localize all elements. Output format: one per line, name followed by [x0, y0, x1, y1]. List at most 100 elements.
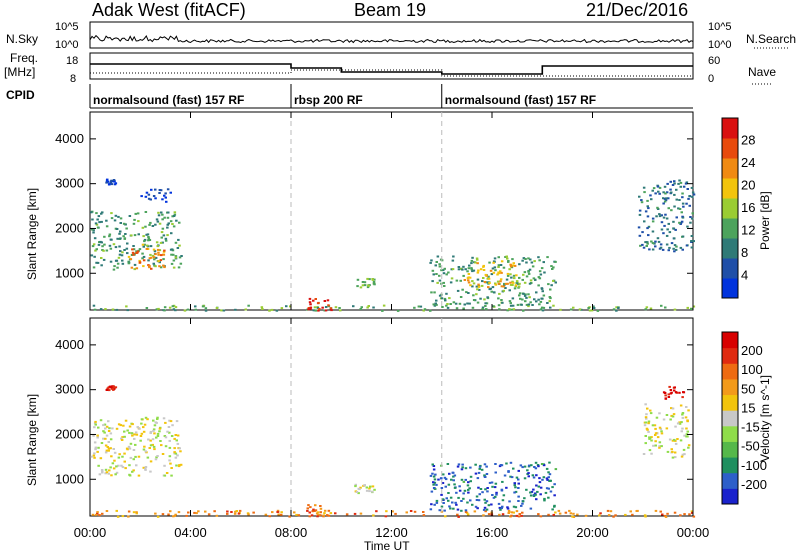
- heatmap-cell: [105, 181, 108, 184]
- heatmap-cell: [458, 302, 462, 305]
- heatmap-cell: [447, 492, 450, 494]
- heatmap-cell: [177, 266, 181, 269]
- heatmap-cell: [458, 489, 462, 492]
- heatmap-cell: [653, 424, 657, 427]
- heatmap-cell: [523, 294, 527, 297]
- heatmap-cell: [311, 510, 314, 513]
- heatmap-cell: [422, 514, 426, 517]
- heatmap-cell: [681, 453, 685, 456]
- heatmap-cell: [107, 447, 111, 450]
- heatmap-cell: [178, 244, 181, 247]
- heatmap-cell: [164, 196, 167, 199]
- heatmap-cell: [193, 511, 196, 514]
- heatmap-cell: [678, 208, 682, 210]
- heatmap-cell: [494, 482, 498, 485]
- heatmap-cell: [528, 282, 532, 285]
- heatmap-cell: [100, 442, 104, 444]
- heatmap-cell: [431, 280, 434, 283]
- heatmap-cell: [142, 259, 146, 262]
- heatmap-cell: [141, 243, 145, 246]
- heatmap-cell: [690, 240, 693, 242]
- heatmap-cell: [100, 241, 103, 244]
- heatmap-cell: [444, 515, 447, 518]
- cpid-segment-label: normalsound (fast) 157 RF: [445, 93, 596, 107]
- heatmap-cell: [656, 237, 660, 240]
- heatmap-cell: [688, 513, 691, 516]
- heatmap-cell: [487, 513, 491, 516]
- heatmap-cell: [394, 512, 397, 515]
- beam-title: Beam 19: [354, 0, 426, 20]
- heatmap-cell: [457, 268, 461, 271]
- heatmap-cell: [506, 507, 510, 510]
- heatmap-cell: [517, 495, 520, 498]
- heatmap-cell: [128, 473, 131, 476]
- heatmap-cell: [478, 465, 482, 468]
- heatmap-cell: [453, 474, 457, 477]
- heatmap-cell: [165, 472, 169, 474]
- heatmap-cell: [508, 300, 512, 303]
- heatmap-cell: [665, 234, 669, 237]
- heatmap-cell: [142, 448, 146, 451]
- heatmap-cell: [220, 309, 223, 312]
- heatmap-cell: [105, 425, 109, 428]
- heatmap-cell: [522, 273, 525, 276]
- heatmap-cell: [442, 269, 445, 272]
- ytick-label: 4000: [55, 337, 84, 352]
- heatmap-cell: [669, 389, 673, 391]
- heatmap-cell: [94, 423, 97, 426]
- heatmap-cell: [466, 270, 469, 273]
- heatmap-cell: [430, 291, 433, 294]
- heatmap-cell: [449, 496, 453, 499]
- heatmap-cell: [494, 495, 497, 498]
- heatmap-cell: [519, 464, 523, 467]
- heatmap-cell: [463, 303, 466, 306]
- colorbar-tick-label: 28: [741, 133, 755, 148]
- heatmap-cell: [502, 289, 505, 292]
- heatmap-cell: [122, 424, 125, 427]
- heatmap-cell: [384, 515, 388, 518]
- heatmap-cell: [321, 306, 324, 309]
- freq-tick-bottom: 8: [70, 73, 76, 85]
- heatmap-cell: [118, 232, 121, 235]
- heatmap-cell: [109, 247, 113, 250]
- heatmap-cell: [629, 510, 632, 513]
- heatmap-cell: [470, 268, 473, 271]
- heatmap-cell: [306, 509, 309, 512]
- heatmap-cell: [461, 463, 464, 466]
- heatmap-cell: [115, 228, 119, 230]
- heatmap-cell: [308, 297, 312, 300]
- heatmap-cell: [440, 493, 443, 496]
- heatmap-cell: [156, 418, 159, 420]
- heatmap-cell: [107, 430, 111, 432]
- heatmap-cell: [663, 200, 667, 203]
- heatmap-cell: [485, 302, 489, 305]
- heatmap-cell: [532, 488, 535, 491]
- heatmap-cell: [442, 473, 445, 476]
- heatmap-cell: [156, 248, 160, 251]
- heatmap-cell: [276, 511, 279, 513]
- heatmap-cell: [527, 293, 530, 296]
- heatmap-cell: [140, 422, 143, 425]
- heatmap-cell: [670, 242, 674, 245]
- nsearch-tick-top: 10^5: [708, 21, 732, 33]
- heatmap-cell: [143, 445, 146, 448]
- heatmap-cell: [500, 271, 503, 274]
- heatmap-cell: [513, 482, 516, 485]
- heatmap-cell: [314, 298, 317, 300]
- heatmap-cell: [114, 214, 118, 217]
- heatmap-cell: [91, 513, 95, 516]
- heatmap-cell: [462, 274, 465, 277]
- heatmap-cell: [316, 511, 320, 514]
- heatmap-cell: [467, 488, 470, 491]
- heatmap-cell: [445, 292, 448, 295]
- heatmap-cell: [639, 244, 642, 247]
- heatmap-cell: [440, 269, 443, 272]
- heatmap-cell: [152, 256, 156, 259]
- heatmap-cell: [102, 258, 106, 261]
- heatmap-cell: [131, 251, 135, 254]
- heatmap-cell: [536, 464, 540, 466]
- colorbar-swatch: [722, 441, 738, 458]
- colorbar-swatch: [722, 425, 738, 442]
- heatmap-cell: [551, 486, 554, 489]
- heatmap-cell: [484, 302, 487, 305]
